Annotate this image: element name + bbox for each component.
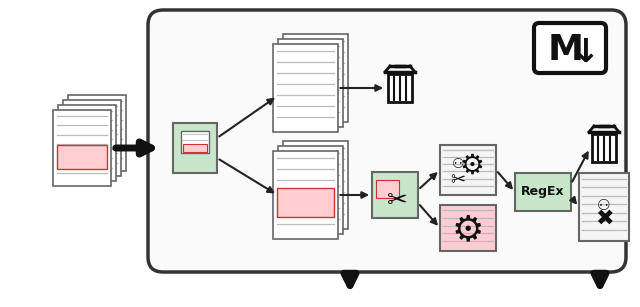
Bar	[440, 205, 496, 251]
Bar	[515, 173, 571, 211]
Bar	[376, 180, 399, 198]
Bar	[278, 146, 342, 234]
Text: ↓: ↓	[572, 36, 600, 68]
FancyBboxPatch shape	[148, 10, 626, 272]
Bar	[278, 39, 342, 127]
Bar	[372, 172, 418, 218]
Bar	[579, 173, 629, 241]
Text: ✂: ✂	[387, 189, 408, 213]
Bar	[273, 151, 337, 239]
Text: ✖: ✖	[595, 209, 613, 229]
Bar	[53, 110, 111, 186]
Text: ⚙: ⚙	[460, 152, 484, 180]
Text: ⚙: ⚙	[452, 213, 484, 247]
Bar	[276, 188, 333, 216]
Bar	[440, 145, 496, 195]
Bar	[273, 44, 337, 132]
Text: ✂: ✂	[451, 171, 465, 189]
Bar	[57, 145, 107, 169]
Bar	[63, 100, 121, 176]
Bar	[182, 144, 207, 152]
FancyBboxPatch shape	[534, 23, 606, 73]
Bar	[68, 95, 126, 171]
Bar	[58, 105, 116, 181]
Bar	[180, 130, 209, 153]
Text: ⚇: ⚇	[452, 157, 464, 171]
Bar	[282, 141, 348, 229]
Bar	[173, 123, 217, 173]
Text: RegEx: RegEx	[521, 185, 565, 199]
Text: ⚇: ⚇	[597, 197, 611, 212]
Text: M: M	[548, 33, 584, 67]
Bar	[388, 74, 412, 102]
Bar	[592, 134, 616, 162]
Bar	[282, 34, 348, 122]
